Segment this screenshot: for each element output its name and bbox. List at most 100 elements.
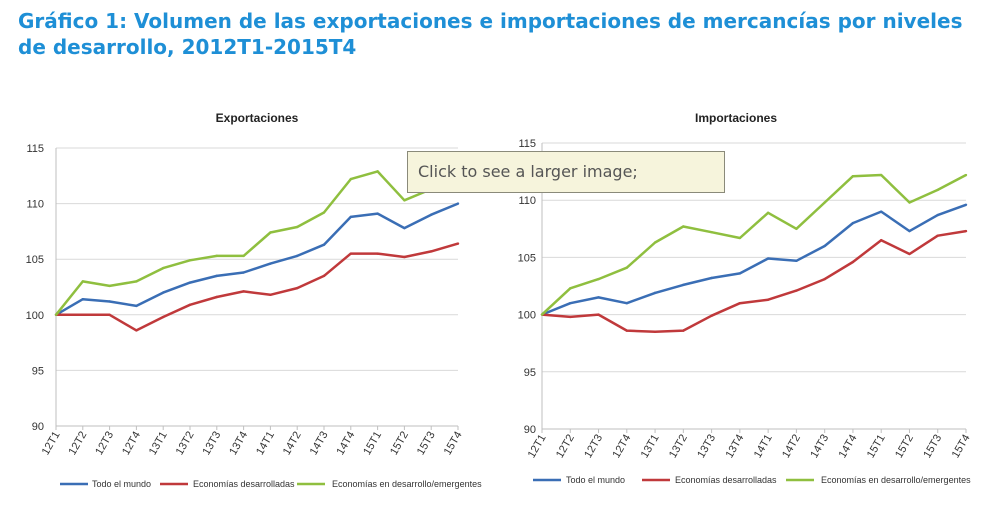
data-point xyxy=(908,252,911,256)
data-point xyxy=(795,259,798,263)
data-point xyxy=(795,227,798,230)
data-point xyxy=(188,281,192,284)
data-point xyxy=(936,213,939,217)
series-line-1 xyxy=(541,229,967,334)
x-tick-label: 14T1 xyxy=(254,430,277,458)
x-tick-label: 15T4 xyxy=(442,430,465,458)
data-point xyxy=(296,254,299,258)
data-point xyxy=(880,210,883,213)
x-tick-label: 14T4 xyxy=(334,430,357,458)
x-tick-label: 12T4 xyxy=(610,433,633,461)
data-point xyxy=(908,201,911,204)
data-point xyxy=(403,199,406,202)
data-point xyxy=(162,315,165,319)
data-point xyxy=(625,301,628,305)
chart-title: Importaciones xyxy=(695,111,777,125)
data-point xyxy=(242,290,245,293)
data-point xyxy=(215,254,218,258)
data-point xyxy=(81,298,85,301)
x-tick-label: 13T4 xyxy=(227,430,250,458)
data-point xyxy=(269,262,272,265)
larger-image-tooltip[interactable]: Click to see a larger image; xyxy=(407,151,725,193)
data-point xyxy=(215,295,218,299)
data-point xyxy=(242,254,245,258)
data-point xyxy=(682,225,685,228)
data-point xyxy=(823,201,826,204)
y-tick-label: 90 xyxy=(524,424,536,436)
x-tick-label: 15T3 xyxy=(921,433,944,461)
data-point xyxy=(964,203,968,206)
x-tick-label: 13T2 xyxy=(174,430,197,458)
data-point xyxy=(851,174,855,178)
data-point xyxy=(964,173,968,177)
data-point xyxy=(851,260,855,264)
data-point xyxy=(456,242,460,245)
data-point xyxy=(54,313,58,316)
data-point xyxy=(349,177,352,181)
data-point xyxy=(738,236,742,240)
x-tick-label: 12T4 xyxy=(120,430,143,458)
data-point xyxy=(403,255,406,259)
data-point xyxy=(135,304,138,308)
data-point xyxy=(936,188,939,192)
x-tick-label: 13T2 xyxy=(667,433,690,461)
y-tick-label: 110 xyxy=(26,199,44,211)
legend-label: Todo el mundo xyxy=(92,479,151,489)
data-point xyxy=(188,259,192,262)
x-tick-label: 12T1 xyxy=(40,430,63,458)
x-tick-label: 14T4 xyxy=(837,433,860,461)
data-point xyxy=(653,330,657,333)
data-point xyxy=(296,225,299,229)
data-point xyxy=(795,289,798,292)
x-tick-label: 15T3 xyxy=(415,430,438,458)
x-tick-label: 12T2 xyxy=(66,430,89,458)
x-tick-label: 13T3 xyxy=(695,433,718,461)
data-point xyxy=(569,315,572,319)
data-point xyxy=(738,301,742,305)
x-tick-label: 14T3 xyxy=(808,433,831,461)
page-title: Gráfico 1: Volumen de las exportaciones … xyxy=(18,9,963,59)
data-point xyxy=(456,202,460,205)
y-tick-label: 100 xyxy=(26,310,44,322)
legend-label: Economías en desarrollo/emergentes xyxy=(821,475,971,485)
y-tick-label: 95 xyxy=(524,367,536,379)
data-point xyxy=(322,243,326,246)
legend-label: Todo el mundo xyxy=(566,475,625,485)
data-point xyxy=(403,226,406,230)
data-point xyxy=(376,170,379,173)
data-point xyxy=(597,296,600,299)
y-tick-label: 95 xyxy=(32,365,44,377)
data-point xyxy=(135,280,138,283)
data-point xyxy=(880,239,883,242)
data-point xyxy=(653,291,657,295)
x-tick-label: 12T3 xyxy=(582,433,605,461)
data-point xyxy=(597,313,600,316)
data-point xyxy=(322,211,326,214)
y-tick-label: 110 xyxy=(518,195,536,207)
data-point xyxy=(880,173,883,177)
data-point xyxy=(349,215,352,219)
data-point xyxy=(682,329,685,332)
data-point xyxy=(269,293,272,296)
data-point xyxy=(738,272,742,275)
data-point xyxy=(430,213,433,216)
data-point xyxy=(242,271,245,274)
x-tick-label: 14T2 xyxy=(780,433,803,461)
data-point xyxy=(710,314,713,317)
x-tick-label: 14T3 xyxy=(308,430,331,458)
data-point xyxy=(710,276,713,280)
y-tick-label: 100 xyxy=(518,310,536,322)
data-point xyxy=(823,277,826,281)
data-point xyxy=(108,284,111,288)
x-tick-label: 15T1 xyxy=(361,430,384,458)
data-point xyxy=(162,291,165,294)
data-point xyxy=(625,266,628,269)
x-tick-label: 13T1 xyxy=(147,430,170,458)
data-point xyxy=(936,234,939,237)
x-tick-label: 12T2 xyxy=(554,433,577,461)
y-tick-label: 105 xyxy=(26,254,44,266)
data-point xyxy=(108,300,111,303)
x-tick-label: 12T1 xyxy=(526,433,549,461)
chart-title: Exportaciones xyxy=(216,111,299,125)
